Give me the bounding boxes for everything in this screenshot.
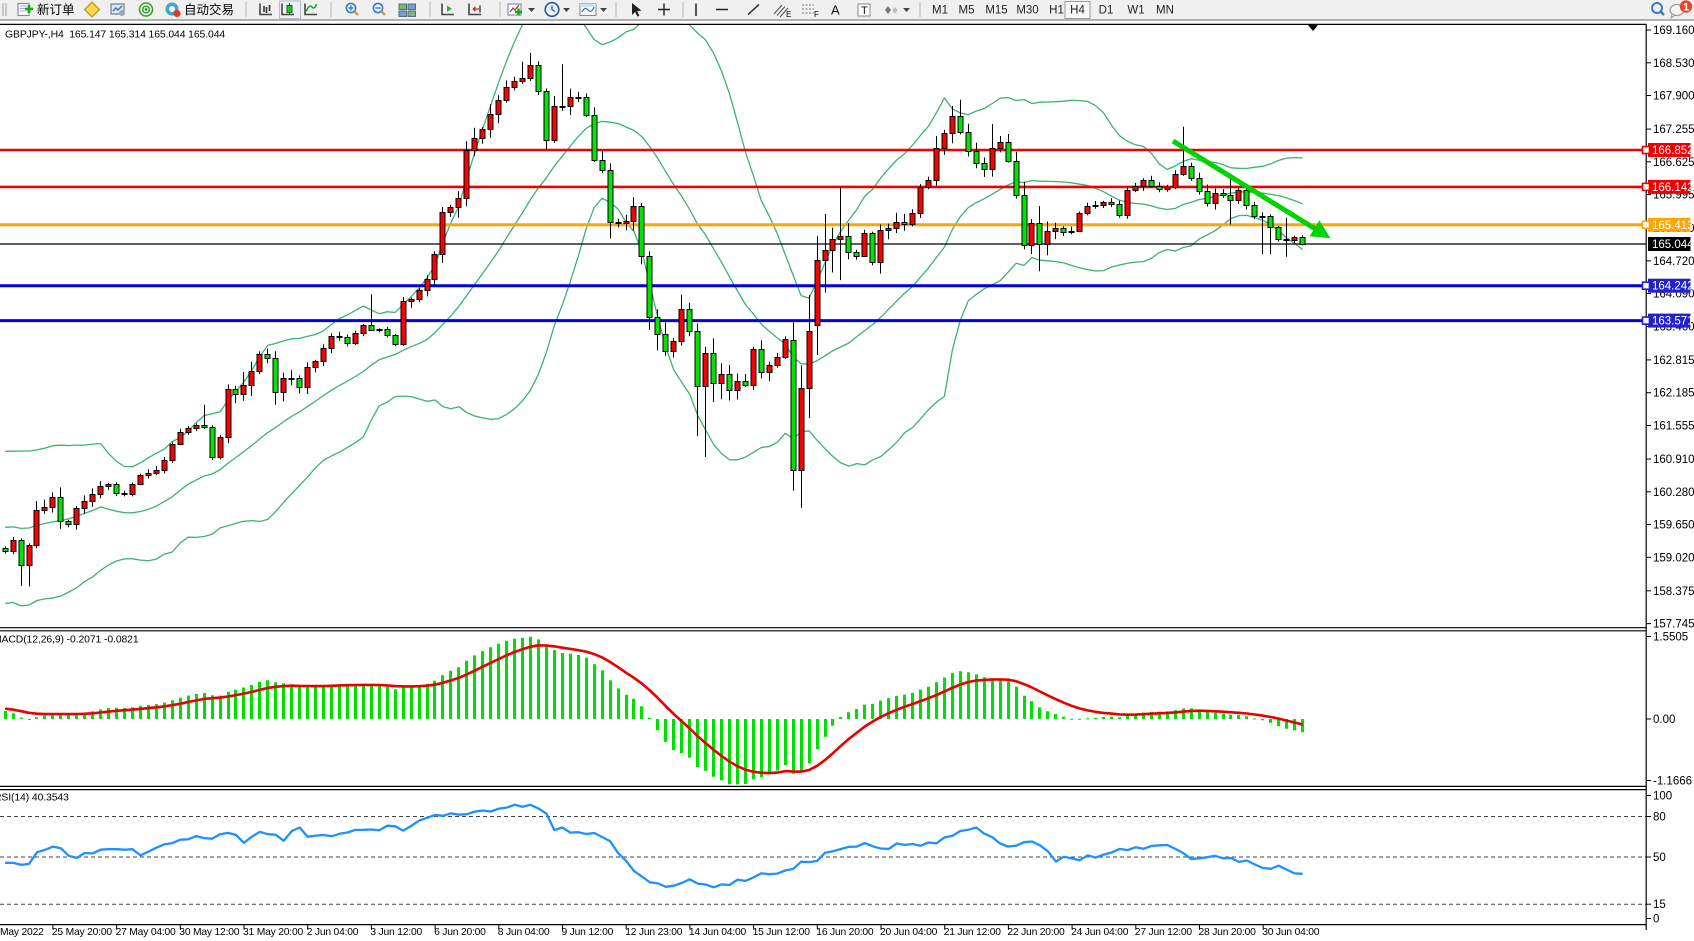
- svg-text:164.242: 164.242: [1652, 281, 1694, 293]
- svg-text:6 Jun 20:00: 6 Jun 20:00: [434, 927, 486, 938]
- svg-text:自动交易: 自动交易: [184, 2, 234, 17]
- svg-text:25 May 20:00: 25 May 20:00: [52, 927, 112, 938]
- svg-text:9 Jun 12:00: 9 Jun 12:00: [562, 927, 614, 938]
- svg-text:MN: MN: [1156, 5, 1174, 17]
- svg-text:162.185: 162.185: [1653, 388, 1694, 400]
- svg-text:RSI(14) 40.3543: RSI(14) 40.3543: [0, 793, 69, 804]
- svg-text:3 Jun 12:00: 3 Jun 12:00: [370, 927, 422, 938]
- svg-text:30 Jun 04:00: 30 Jun 04:00: [1262, 927, 1320, 938]
- svg-text:20 Jun 04:00: 20 Jun 04:00: [880, 927, 938, 938]
- svg-text:1: 1: [1683, 2, 1689, 14]
- svg-text:W1: W1: [1127, 5, 1144, 17]
- svg-text:15 Jun 12:00: 15 Jun 12:00: [753, 927, 811, 938]
- svg-text:157.745: 157.745: [1653, 619, 1694, 631]
- svg-text:27 May 04:00: 27 May 04:00: [116, 927, 176, 938]
- svg-text:新订单: 新订单: [37, 2, 75, 17]
- svg-text:166.625: 166.625: [1653, 157, 1694, 169]
- svg-text:166.142: 166.142: [1652, 182, 1694, 194]
- svg-text:M1: M1: [932, 5, 948, 17]
- svg-text:161.555: 161.555: [1653, 421, 1694, 433]
- svg-text:0.00: 0.00: [1653, 714, 1675, 726]
- svg-text:169.160: 169.160: [1653, 25, 1694, 37]
- svg-text:30 May 12:00: 30 May 12:00: [179, 927, 239, 938]
- svg-text:GBPJPY-,H4 165.147 165.314 16: GBPJPY-,H4 165.147 165.314 165.044 165.0…: [5, 30, 225, 41]
- svg-text:31 May 20:00: 31 May 20:00: [243, 927, 303, 938]
- svg-text:80: 80: [1653, 812, 1666, 824]
- svg-text:H4: H4: [1070, 5, 1085, 17]
- svg-text:M5: M5: [959, 5, 975, 17]
- svg-text:159.650: 159.650: [1653, 520, 1694, 532]
- svg-text:22 Jun 20:00: 22 Jun 20:00: [1007, 927, 1065, 938]
- svg-text:F: F: [814, 10, 819, 19]
- svg-text:T: T: [861, 5, 868, 17]
- svg-text:158.375: 158.375: [1653, 586, 1694, 598]
- svg-text:24 Jun 04:00: 24 Jun 04:00: [1071, 927, 1129, 938]
- svg-text:MACD(12,26,9) -0.2071 -0.0821: MACD(12,26,9) -0.2071 -0.0821: [0, 635, 139, 646]
- svg-text:168.530: 168.530: [1653, 58, 1694, 70]
- svg-text:M15: M15: [985, 5, 1007, 17]
- svg-text:159.020: 159.020: [1653, 552, 1694, 564]
- svg-text:May 2022: May 2022: [0, 927, 44, 938]
- svg-text:1.5505: 1.5505: [1653, 632, 1688, 644]
- svg-text:16 Jun 20:00: 16 Jun 20:00: [816, 927, 874, 938]
- svg-text:160.910: 160.910: [1653, 454, 1694, 466]
- svg-text:100: 100: [1653, 791, 1672, 803]
- svg-text:163.571: 163.571: [1652, 316, 1694, 328]
- svg-text:14 Jun 04:00: 14 Jun 04:00: [689, 927, 747, 938]
- svg-text:160.280: 160.280: [1653, 487, 1694, 499]
- svg-text:167.900: 167.900: [1653, 91, 1694, 103]
- svg-text:167.255: 167.255: [1653, 124, 1694, 136]
- svg-text:0: 0: [1653, 914, 1659, 926]
- svg-text:162.815: 162.815: [1653, 355, 1694, 367]
- svg-text:165.044: 165.044: [1652, 239, 1694, 251]
- svg-text:166.852: 166.852: [1652, 145, 1694, 157]
- svg-text:D1: D1: [1099, 5, 1114, 17]
- svg-text:21 Jun 12:00: 21 Jun 12:00: [944, 927, 1002, 938]
- svg-text:15: 15: [1653, 899, 1666, 911]
- svg-text:12 Jun 23:00: 12 Jun 23:00: [625, 927, 683, 938]
- svg-text:A: A: [831, 3, 840, 18]
- svg-text:165.413: 165.413: [1652, 220, 1694, 232]
- svg-text:E: E: [786, 10, 791, 19]
- svg-text:164.720: 164.720: [1653, 256, 1694, 268]
- svg-text:H1: H1: [1049, 5, 1064, 17]
- svg-text:M30: M30: [1016, 5, 1038, 17]
- svg-text:28 Jun 20:00: 28 Jun 20:00: [1199, 927, 1257, 938]
- svg-text:2 Jun 04:00: 2 Jun 04:00: [307, 927, 359, 938]
- svg-text:8 Jun 04:00: 8 Jun 04:00: [498, 927, 550, 938]
- svg-text:-1.1666: -1.1666: [1653, 776, 1692, 788]
- svg-text:50: 50: [1653, 852, 1666, 864]
- svg-text:27 Jun 12:00: 27 Jun 12:00: [1135, 927, 1193, 938]
